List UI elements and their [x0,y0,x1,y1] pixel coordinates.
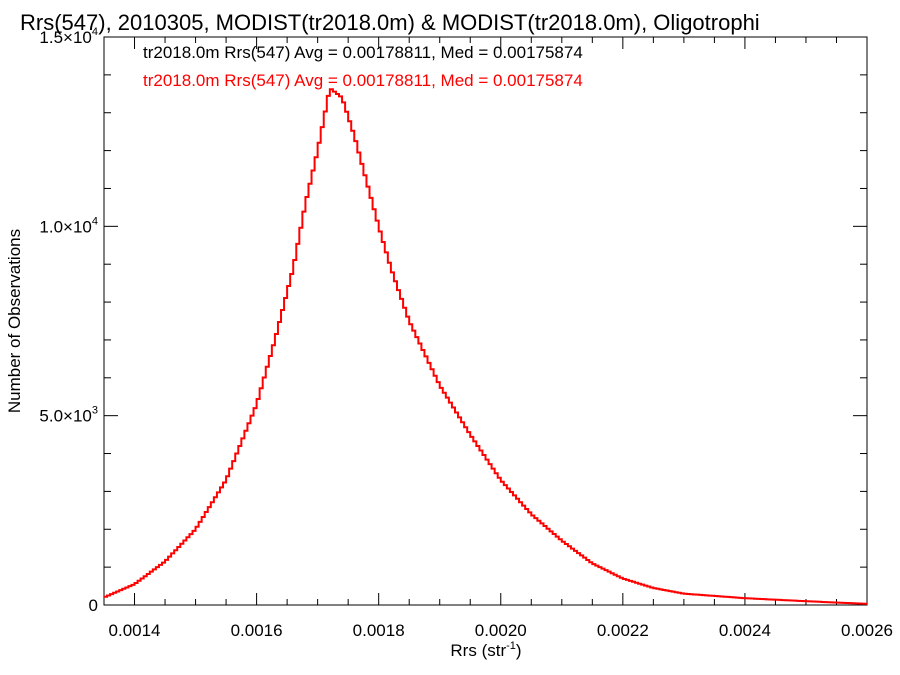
legend-entry: tr2018.0m Rrs(547) Avg = 0.00178811, Med… [143,71,583,90]
x-axis-title: Rrs (str-1) [450,640,521,660]
x-tick-label: 0.0014 [109,621,161,640]
x-axis-title-end: ) [516,641,522,660]
y-tick-label: 0 [89,596,98,615]
y-tick-label-sup: 3 [92,405,98,417]
y-tick-label-sup: 4 [92,215,98,227]
x-tick-label: 0.0024 [719,621,771,640]
x-tick-label: 0.0020 [475,621,527,640]
x-tick-label: 0.0026 [841,621,893,640]
legend-entry: tr2018.0m Rrs(547) Avg = 0.00178811, Med… [143,43,583,62]
y-tick-label: 1.5×104 [39,26,98,47]
legend: tr2018.0m Rrs(547) Avg = 0.00178811, Med… [143,43,583,90]
y-tick-labels: 0 5.0×103 1.0×104 1.5×104 [39,26,98,615]
x-tick-label: 0.0018 [353,621,405,640]
plot-frame [103,36,868,606]
x-axis-title-sup: -1 [506,640,516,652]
y-tick-label-sup: 4 [92,26,98,38]
axis-ticks [104,36,868,606]
y-axis-title: Number of Observations [5,229,24,413]
x-tick-label: 0.0016 [231,621,283,640]
y-tick-label: 5.0×103 [39,405,98,426]
y-tick-label: 1.0×104 [39,215,98,236]
chart-title: Rrs(547), 2010305, MODIST(tr2018.0m) & M… [20,10,760,35]
histogram-series-line [104,88,867,605]
x-tick-labels: 0.0014 0.0016 0.0018 0.0020 0.0022 0.0024 0.00… [109,621,893,640]
x-tick-label: 0.0022 [597,621,649,640]
